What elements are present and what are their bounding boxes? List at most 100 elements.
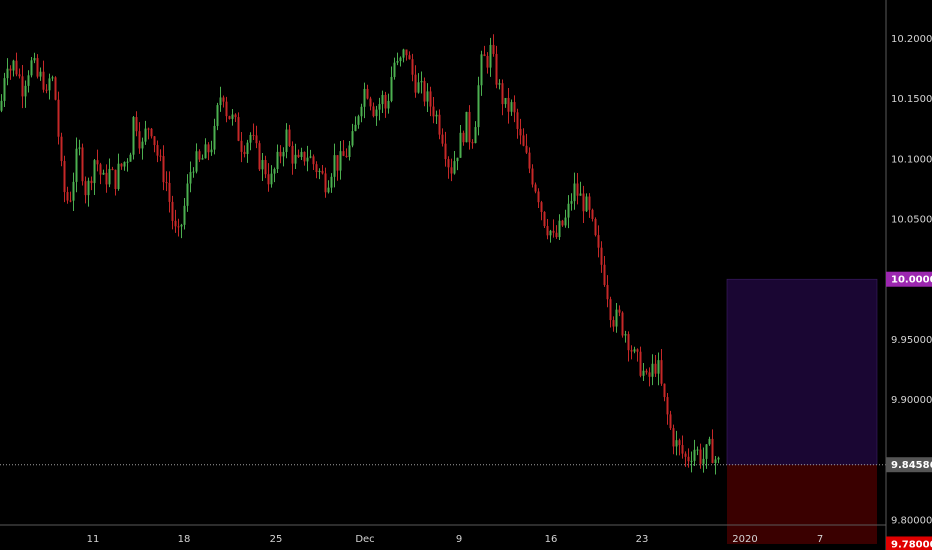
candle-body — [408, 55, 411, 60]
candle-body — [0, 100, 3, 111]
x-tick-label: 18 — [178, 534, 191, 545]
candle-body — [51, 77, 54, 79]
candle-body — [156, 145, 159, 156]
candle-body — [648, 372, 651, 377]
x-tick-label: 2020 — [732, 534, 757, 545]
candle-body — [438, 114, 441, 135]
candle-body — [141, 141, 144, 149]
candle-body — [159, 155, 162, 157]
candle-body — [363, 88, 366, 107]
candle-body — [318, 170, 321, 173]
candle-body — [219, 97, 222, 106]
candle-body — [525, 145, 528, 153]
candle-body — [54, 77, 57, 100]
candle-body — [594, 218, 597, 236]
candle-body — [336, 155, 339, 171]
candle-body — [468, 111, 471, 143]
candle-body — [471, 142, 474, 144]
candle-body — [345, 155, 348, 157]
candle-body — [282, 151, 285, 157]
x-tick-label: Dec — [355, 534, 374, 545]
candle-body — [414, 74, 417, 93]
candle-body — [474, 127, 477, 144]
candle-body — [162, 156, 165, 183]
candle-body — [297, 154, 300, 157]
candle-body — [171, 201, 174, 221]
candle-body — [423, 81, 426, 102]
x-tick-label: 16 — [545, 534, 558, 545]
candle-body — [114, 169, 117, 189]
price-axis[interactable]: 10.20000 10.15000 10.10000 10.05000 9.95… — [886, 34, 932, 550]
candle-body — [705, 444, 708, 459]
candle-body — [591, 209, 594, 219]
candle-body — [276, 151, 279, 170]
candle-body — [627, 334, 630, 351]
time-axis[interactable]: 11 18 25 Dec 9 16 23 2020 7 — [87, 534, 824, 545]
candle-body — [435, 114, 438, 117]
candle-body — [90, 180, 93, 184]
candle-body — [396, 61, 399, 63]
candle-body — [639, 351, 642, 376]
candle-body — [165, 182, 168, 184]
candle-body — [123, 162, 126, 167]
candle-body — [603, 264, 606, 285]
candle-body — [81, 147, 84, 182]
candle-body — [702, 458, 705, 464]
candle-body — [489, 44, 492, 68]
candle-body — [681, 445, 684, 454]
candle-body — [333, 155, 336, 177]
candle-body — [309, 156, 312, 158]
candle-body — [483, 54, 486, 56]
candle-body — [441, 134, 444, 144]
candle-body — [402, 49, 405, 58]
candle-body — [225, 101, 228, 117]
candle-body — [636, 349, 639, 352]
candle-body — [150, 128, 153, 137]
candle-body — [321, 170, 324, 174]
candle-body — [231, 114, 234, 119]
candle-body — [366, 88, 369, 99]
candle-body — [183, 205, 186, 225]
x-tick-label: 11 — [87, 534, 100, 545]
position-tool[interactable] — [726, 278, 878, 544]
candle-body — [126, 161, 129, 163]
candle-body — [618, 309, 621, 313]
candle-body — [270, 173, 273, 185]
candle-body — [417, 82, 420, 93]
candle-body — [228, 116, 231, 119]
candle-body — [195, 151, 198, 172]
candle-body — [174, 220, 177, 227]
candle-body — [75, 148, 78, 182]
candle-body — [180, 224, 183, 227]
candle-body — [342, 151, 345, 156]
candle-body — [177, 226, 180, 228]
candle-body — [273, 169, 276, 174]
candle-body — [567, 203, 570, 218]
candle-body — [15, 60, 18, 75]
candle-body — [69, 200, 72, 202]
candle-body — [570, 201, 573, 204]
candle-body — [717, 457, 720, 460]
candle-body — [678, 440, 681, 446]
candle-body — [372, 106, 375, 117]
candle-body — [291, 145, 294, 164]
candle-body — [480, 54, 483, 86]
candle-body — [78, 147, 81, 149]
candle-body — [138, 131, 141, 149]
candle-body — [513, 102, 516, 113]
candle-body — [117, 163, 120, 189]
candle-body — [294, 154, 297, 164]
candle-body — [696, 449, 699, 451]
candle-body — [213, 125, 216, 150]
candle-body — [354, 124, 357, 132]
candle-body — [624, 334, 627, 336]
candle-body — [3, 78, 6, 101]
candle-body — [24, 85, 27, 97]
target-zone[interactable] — [726, 278, 878, 466]
candle-body — [108, 168, 111, 185]
candle-body — [303, 151, 306, 162]
stop-zone[interactable] — [727, 464, 877, 544]
candle-body — [129, 154, 132, 162]
candle-body — [390, 76, 393, 101]
